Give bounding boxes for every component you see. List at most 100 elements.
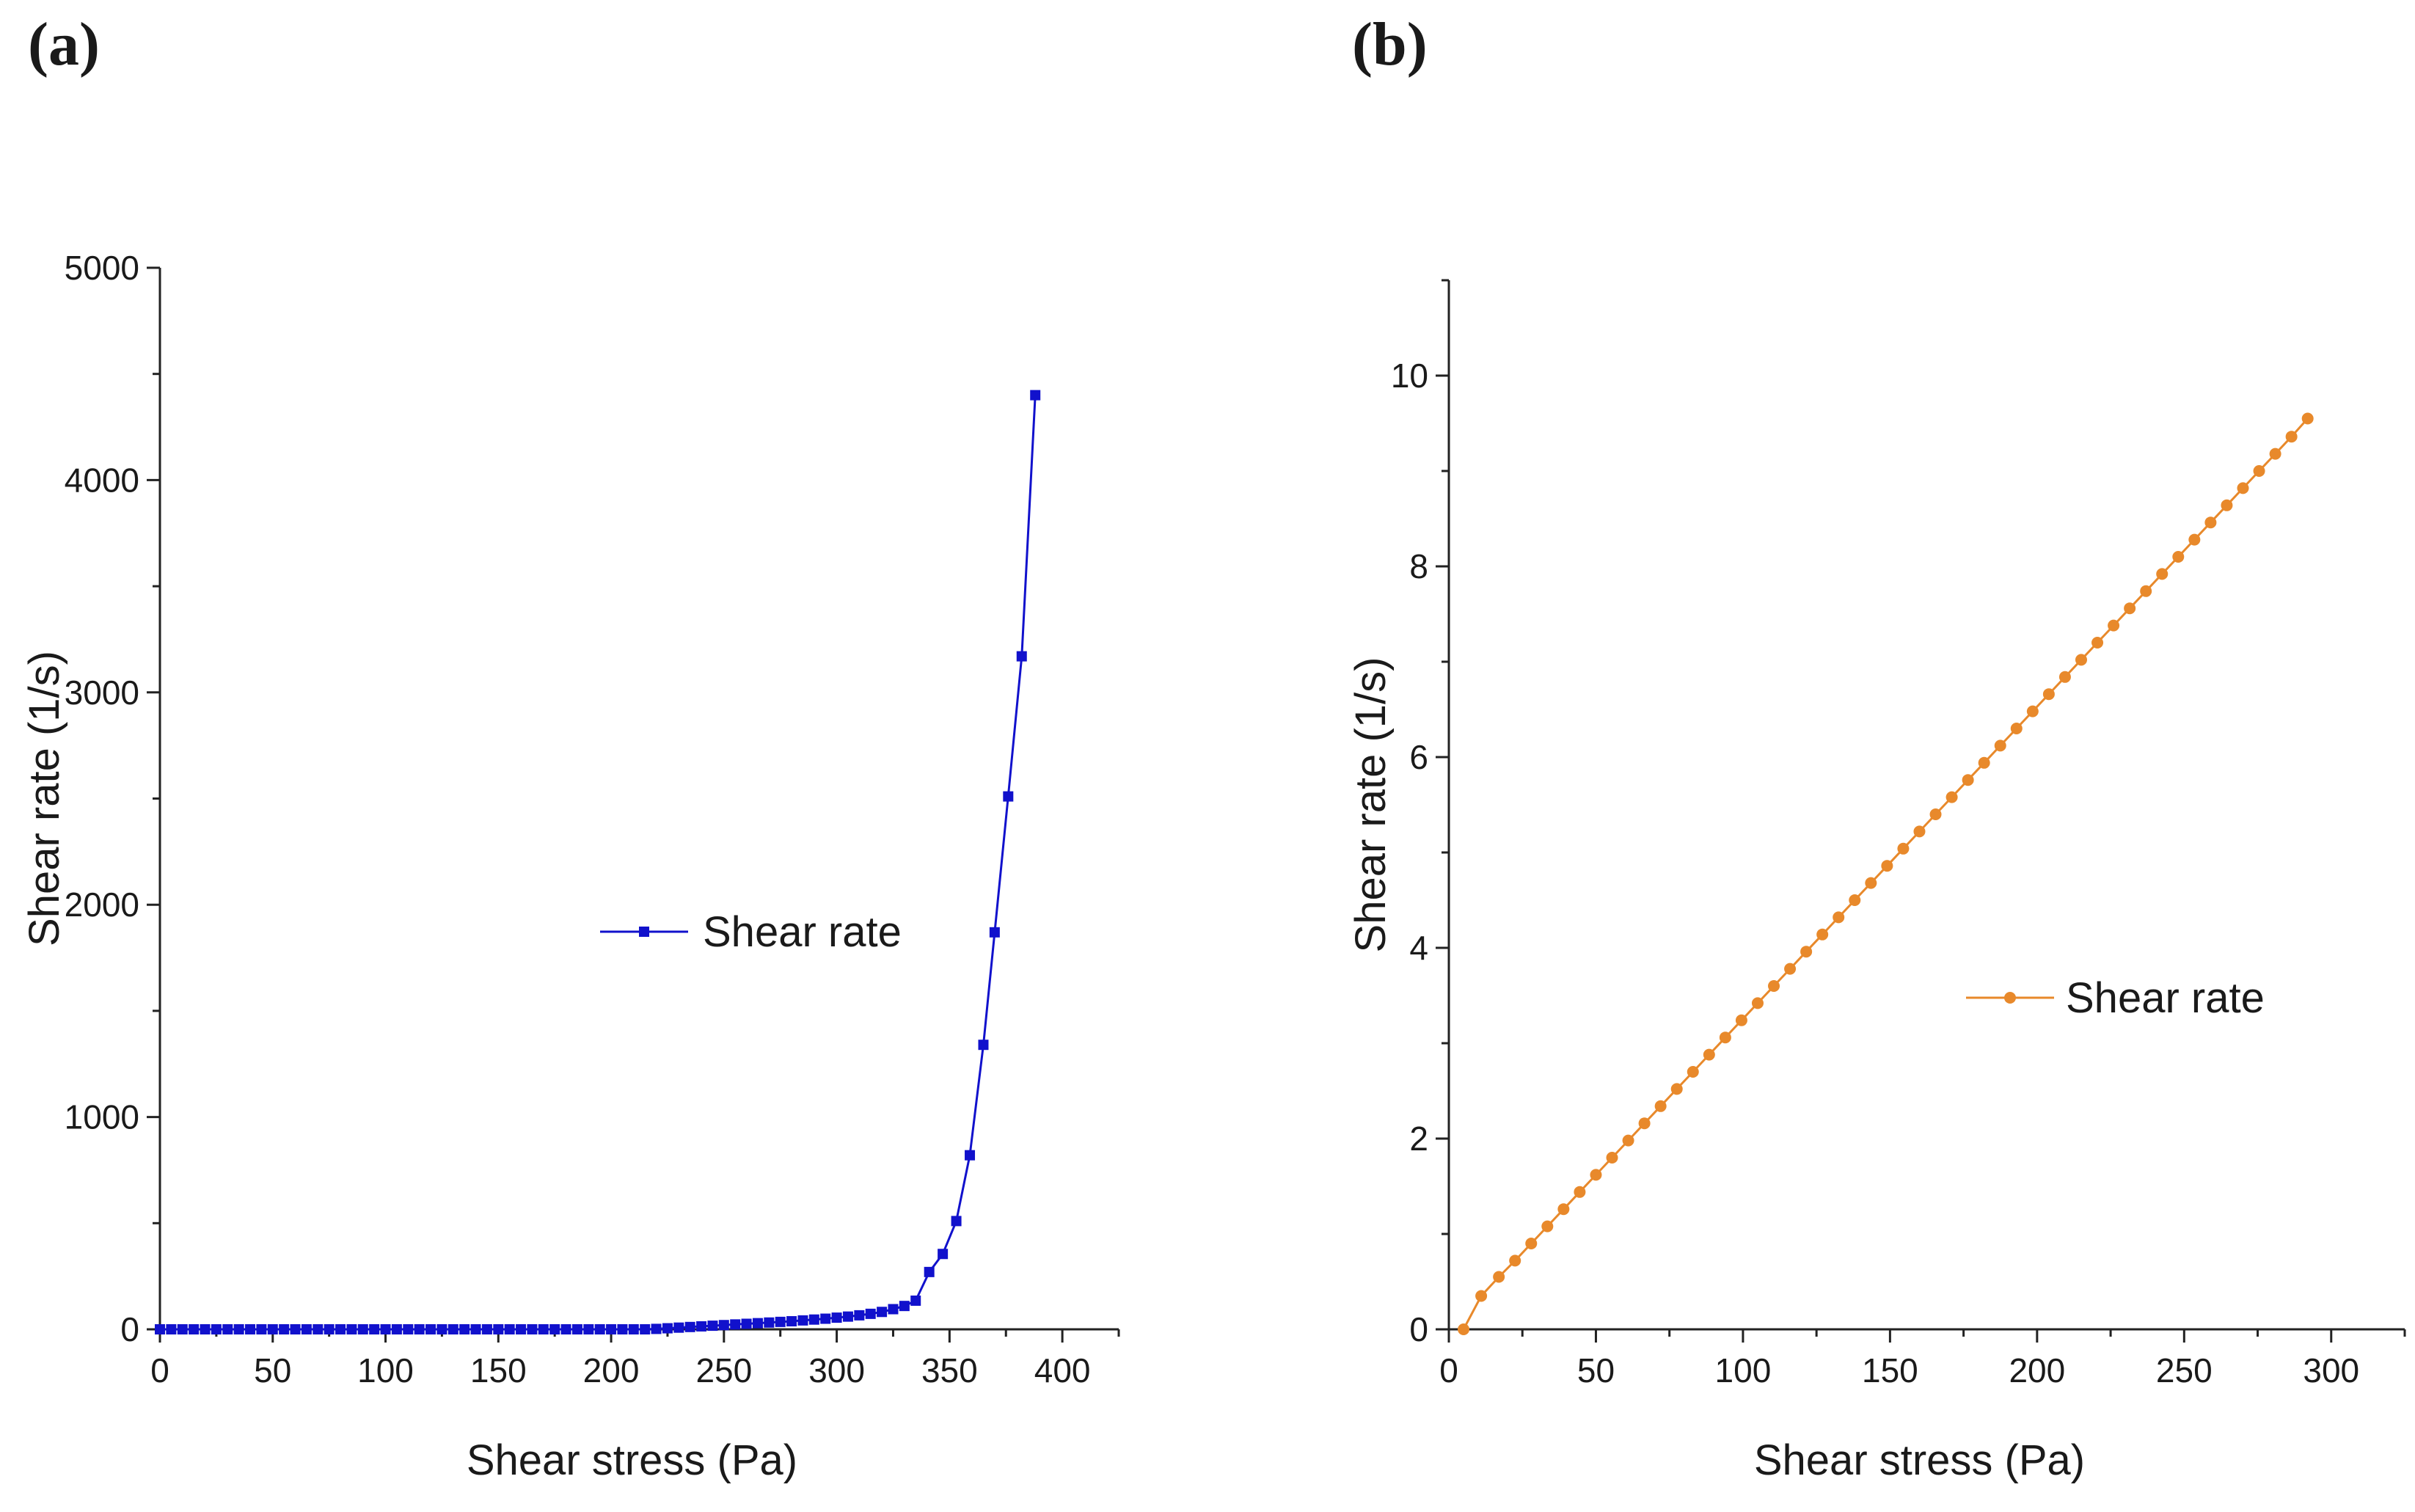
data-point: [301, 1324, 312, 1334]
x-tick-label: 100: [357, 1351, 414, 1389]
data-point: [1751, 997, 1764, 1009]
data-point: [1800, 946, 1813, 958]
y-axis-title: Shear rate (1/s): [21, 651, 68, 946]
data-point: [2221, 499, 2233, 511]
data-point: [764, 1317, 775, 1328]
data-point: [313, 1324, 324, 1334]
data-point: [888, 1304, 899, 1315]
data-point: [493, 1324, 504, 1334]
data-point: [899, 1301, 910, 1312]
x-tick-label: 150: [1862, 1351, 1918, 1389]
x-axis-title: Shear stress (Pa): [467, 1436, 797, 1484]
data-point: [560, 1324, 571, 1334]
y-tick-label: 3000: [65, 673, 139, 712]
data-point: [797, 1315, 808, 1326]
data-point: [1897, 842, 1910, 855]
data-point: [877, 1307, 888, 1318]
data-point: [1557, 1203, 1570, 1216]
x-axis-title: Shear stress (Pa): [1754, 1436, 2085, 1484]
y-tick-label: 4000: [65, 461, 139, 499]
data-point: [1030, 390, 1041, 401]
data-point: [640, 1324, 651, 1334]
data-point: [1945, 791, 1958, 803]
data-point: [2237, 482, 2249, 494]
y-tick-label: 4: [1409, 929, 1428, 967]
data-point: [2301, 412, 2314, 425]
x-tick-label: 300: [808, 1351, 865, 1389]
data-point: [978, 1040, 989, 1051]
data-point: [1816, 928, 1829, 941]
data-point: [2188, 533, 2201, 546]
y-axis-title: Shear rate (1/s): [1347, 657, 1395, 953]
panel-label: (a): [28, 10, 100, 78]
data-point: [2124, 602, 2136, 615]
data-point: [2140, 585, 2152, 597]
data-point: [1735, 1014, 1747, 1026]
data-point: [189, 1324, 200, 1334]
data-point: [617, 1324, 628, 1334]
data-point: [1881, 860, 1893, 872]
legend-label: Shear rate: [703, 908, 902, 956]
data-point: [820, 1313, 831, 1324]
data-point: [938, 1249, 949, 1260]
data-point: [1768, 980, 1780, 992]
data-point: [1622, 1134, 1634, 1147]
data-point: [662, 1323, 673, 1334]
data-point: [2026, 705, 2039, 717]
y-tick-label: 2: [1409, 1120, 1428, 1158]
data-point: [965, 1150, 976, 1161]
data-point: [2204, 516, 2217, 529]
data-point: [696, 1321, 707, 1332]
data-point: [1003, 791, 1014, 802]
data-point: [1525, 1238, 1538, 1249]
data-point: [279, 1324, 290, 1334]
data-point: [707, 1321, 718, 1332]
data-point: [200, 1324, 211, 1334]
x-tick-label: 200: [2009, 1351, 2065, 1389]
data-point: [951, 1216, 962, 1227]
data-point: [2269, 448, 2281, 460]
data-point: [357, 1324, 368, 1334]
data-point: [369, 1324, 380, 1334]
data-point: [1833, 911, 1845, 924]
data-point: [425, 1324, 436, 1334]
data-point: [155, 1324, 165, 1334]
data-point: [2156, 568, 2169, 580]
data-point: [2285, 431, 2298, 443]
data-point: [470, 1324, 481, 1334]
data-point: [324, 1324, 335, 1334]
series-line: [160, 395, 1037, 1331]
data-point: [538, 1324, 549, 1334]
data-point: [1929, 808, 1942, 820]
data-point: [1849, 894, 1861, 906]
data-point: [775, 1316, 786, 1327]
data-point: [211, 1324, 222, 1334]
data-point: [1978, 756, 1990, 769]
data-point: [2058, 671, 2071, 683]
x-tick-label: 50: [1577, 1351, 1615, 1389]
data-point: [256, 1324, 267, 1334]
data-point: [594, 1324, 605, 1334]
data-point: [527, 1324, 538, 1334]
y-tick-label: 1000: [65, 1098, 139, 1136]
y-tick-label: 0: [120, 1310, 139, 1348]
x-tick-label: 350: [921, 1351, 978, 1389]
data-point: [583, 1324, 594, 1334]
data-point: [267, 1324, 278, 1334]
legend-label: Shear rate: [2066, 974, 2265, 1022]
data-point: [335, 1324, 346, 1334]
data-point: [2253, 465, 2265, 477]
data-point: [1590, 1169, 1602, 1181]
x-tick-label: 300: [2303, 1351, 2359, 1389]
data-point: [1670, 1083, 1683, 1095]
data-point: [1541, 1220, 1554, 1232]
data-point: [1458, 1323, 1470, 1335]
data-point: [989, 927, 1000, 938]
data-point: [447, 1324, 458, 1334]
data-point: [504, 1324, 515, 1334]
data-point: [1638, 1117, 1651, 1130]
y-tick-label: 8: [1409, 547, 1428, 585]
x-tick-label: 100: [1715, 1351, 1772, 1389]
x-tick-label: 150: [470, 1351, 527, 1389]
